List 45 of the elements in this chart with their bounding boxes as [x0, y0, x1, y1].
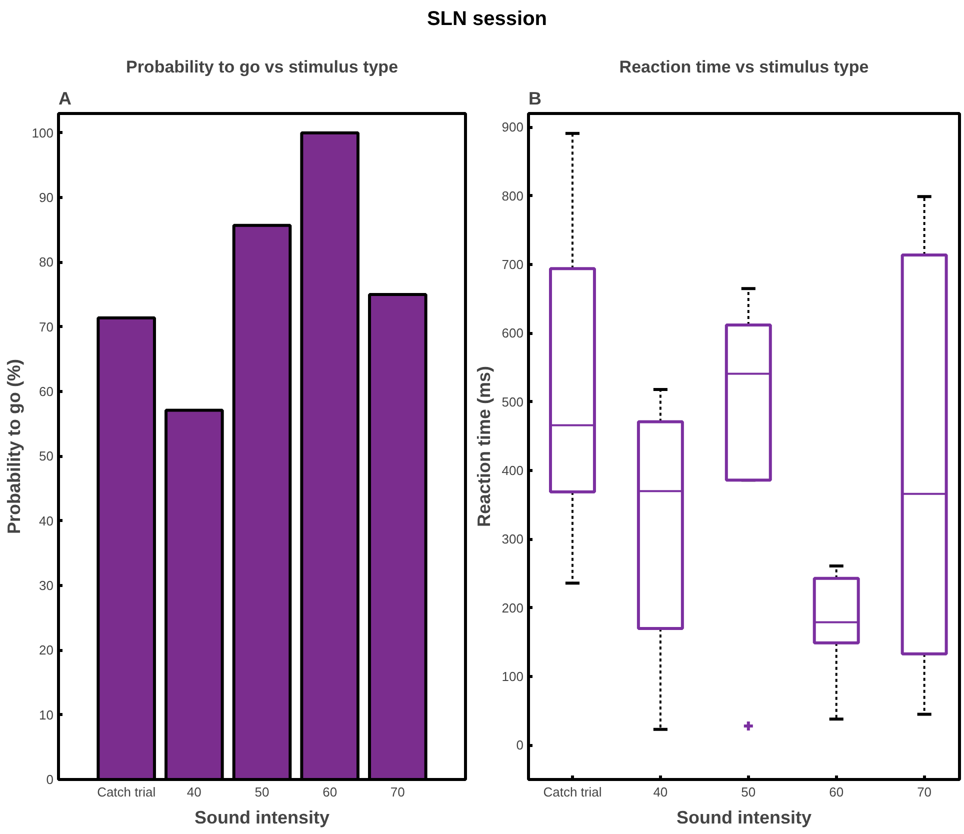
bar — [300, 131, 360, 780]
bar — [232, 224, 292, 780]
x-tick-label: 60 — [322, 784, 338, 800]
y-tick-label: 500 — [502, 394, 524, 410]
y-axis-title: Reaction time (ms) — [474, 366, 494, 528]
x-tick-label: Catch trial — [97, 784, 156, 800]
y-tick-label: 50 — [39, 448, 54, 464]
y-tick-label: 900 — [502, 120, 524, 135]
y-tick-label: 400 — [502, 463, 524, 478]
y-tick-label: 0 — [516, 738, 524, 753]
y-tick-label: 700 — [502, 257, 524, 272]
y-tick-label: 600 — [502, 326, 524, 341]
y-tick-label: 800 — [502, 188, 524, 204]
y-tick-label: 300 — [502, 532, 524, 547]
text: B — [528, 88, 542, 108]
x-tick-label: 50 — [741, 784, 756, 800]
x-tick-label: 70 — [390, 784, 405, 800]
y-axis-title: Probability to go (%) — [4, 358, 24, 534]
x-tick-label: 40 — [653, 784, 668, 800]
bar — [164, 408, 224, 780]
chart-title: Probability to go vs stimulus type — [126, 58, 398, 76]
y-tick-label: 40 — [39, 513, 54, 528]
x-tick-label: 50 — [254, 784, 270, 800]
y-tick-label: 200 — [502, 600, 524, 616]
y-tick-label: 100 — [32, 125, 54, 140]
chart-title: Reaction time vs stimulus type — [619, 58, 869, 76]
y-tick-label: 70 — [39, 319, 54, 334]
x-tick-label: 70 — [917, 784, 932, 800]
y-tick-label: 80 — [39, 254, 54, 270]
bar — [96, 316, 156, 780]
x-axis-title: Sound intensity — [194, 808, 330, 828]
y-tick-label: 30 — [39, 578, 54, 594]
y-tick-label: 10 — [39, 707, 54, 722]
text: A — [58, 88, 72, 108]
x-tick-label: Catch trial — [543, 784, 602, 800]
y-tick-label: 60 — [39, 384, 54, 400]
x-axis-title: Sound intensity — [676, 808, 812, 828]
y-tick-label: 20 — [39, 642, 54, 658]
text: SLN session — [426, 7, 548, 32]
y-tick-label: 0 — [46, 772, 54, 787]
x-tick-label: 40 — [186, 784, 202, 800]
bar — [368, 293, 428, 780]
y-tick-label: 90 — [39, 190, 54, 206]
y-tick-label: 100 — [502, 669, 524, 684]
x-tick-label: 60 — [829, 784, 844, 800]
